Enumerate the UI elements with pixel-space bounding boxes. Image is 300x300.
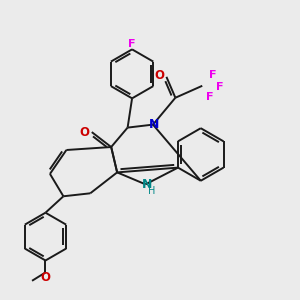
Text: O: O bbox=[40, 271, 50, 284]
Text: O: O bbox=[79, 126, 89, 139]
Text: O: O bbox=[154, 69, 164, 82]
Text: H: H bbox=[148, 186, 156, 196]
Text: F: F bbox=[128, 39, 136, 49]
Text: N: N bbox=[149, 118, 160, 131]
Text: F: F bbox=[206, 92, 214, 102]
Text: F: F bbox=[209, 70, 217, 80]
Text: N: N bbox=[142, 178, 152, 191]
Text: F: F bbox=[216, 82, 224, 92]
